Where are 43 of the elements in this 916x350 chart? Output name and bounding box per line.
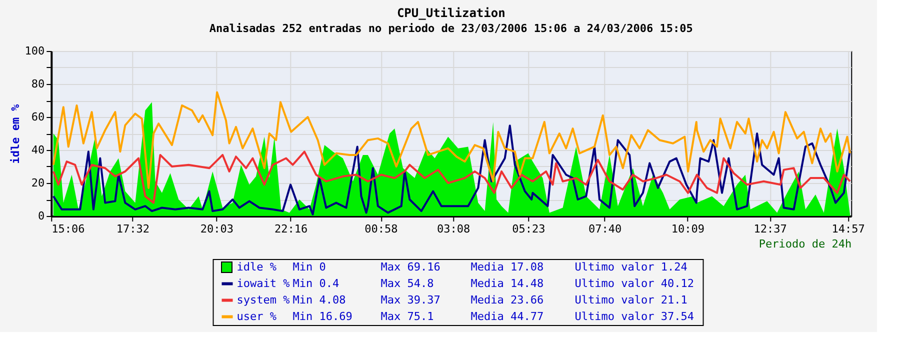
- x-tick-label: 14:57: [832, 222, 865, 236]
- y-axis-title: idle em %: [8, 104, 22, 164]
- line-series: [52, 150, 852, 204]
- y-tick-label: 80: [31, 78, 45, 90]
- x-axis-title: Periodo de 24h: [758, 238, 852, 250]
- text: Max 69.16: [380, 260, 440, 274]
- x-tick-label: 15:06: [52, 222, 85, 236]
- y-tick-label: 0: [38, 210, 45, 222]
- x-tick-label: 20:03: [200, 222, 234, 236]
- y-tick-label: 100: [24, 44, 45, 58]
- text: Ultimo valor 40.12: [574, 276, 694, 290]
- x-tick-label: 12:37: [754, 222, 787, 236]
- x-tick-label: 07:40: [588, 222, 622, 236]
- y-tick-label: 60: [31, 110, 45, 124]
- text: Max 75.1: [380, 310, 434, 323]
- text: Ultimo valor 37.54: [574, 310, 694, 323]
- text: Media 14.48: [470, 276, 544, 290]
- legend-label: system %: [236, 293, 290, 306]
- x-tick-label: 17:32: [116, 222, 150, 236]
- y-tick-label: 40: [31, 144, 45, 156]
- chart-subtitle: Analisadas 252 entradas no periodo de 23/03/2006 15:06 a 24/03/2006 15:05: [209, 22, 693, 35]
- x-tick-label: 03:08: [437, 222, 470, 236]
- text: Ultimo valor 1.24: [574, 260, 688, 274]
- text: Min 16.69: [292, 310, 352, 323]
- x-tick-label: 10:09: [671, 222, 705, 236]
- chart-title: CPU_Utilization: [396, 6, 506, 20]
- text: Media 23.66: [470, 293, 544, 306]
- text: Max 39.37: [380, 293, 440, 306]
- x-tick-label: 00:58: [364, 222, 398, 236]
- text: Ultimo valor 21.1: [574, 293, 688, 306]
- x-tick-label: 22:16: [274, 222, 308, 236]
- text: Min 4.08: [292, 293, 346, 306]
- line-series: [52, 91, 852, 189]
- legend-label: iowait %: [236, 276, 290, 290]
- text: Media 44.77: [470, 310, 544, 323]
- text: Media 17.08: [470, 260, 544, 274]
- text: Min 0: [292, 260, 326, 274]
- x-tick-label: 05:23: [512, 222, 546, 236]
- y-tick-label: 20: [31, 176, 45, 190]
- text: Min 0.4: [292, 276, 340, 290]
- text: Max 54.8: [380, 276, 434, 290]
- legend-label: user %: [236, 310, 277, 323]
- legend-label: idle %: [236, 260, 277, 274]
